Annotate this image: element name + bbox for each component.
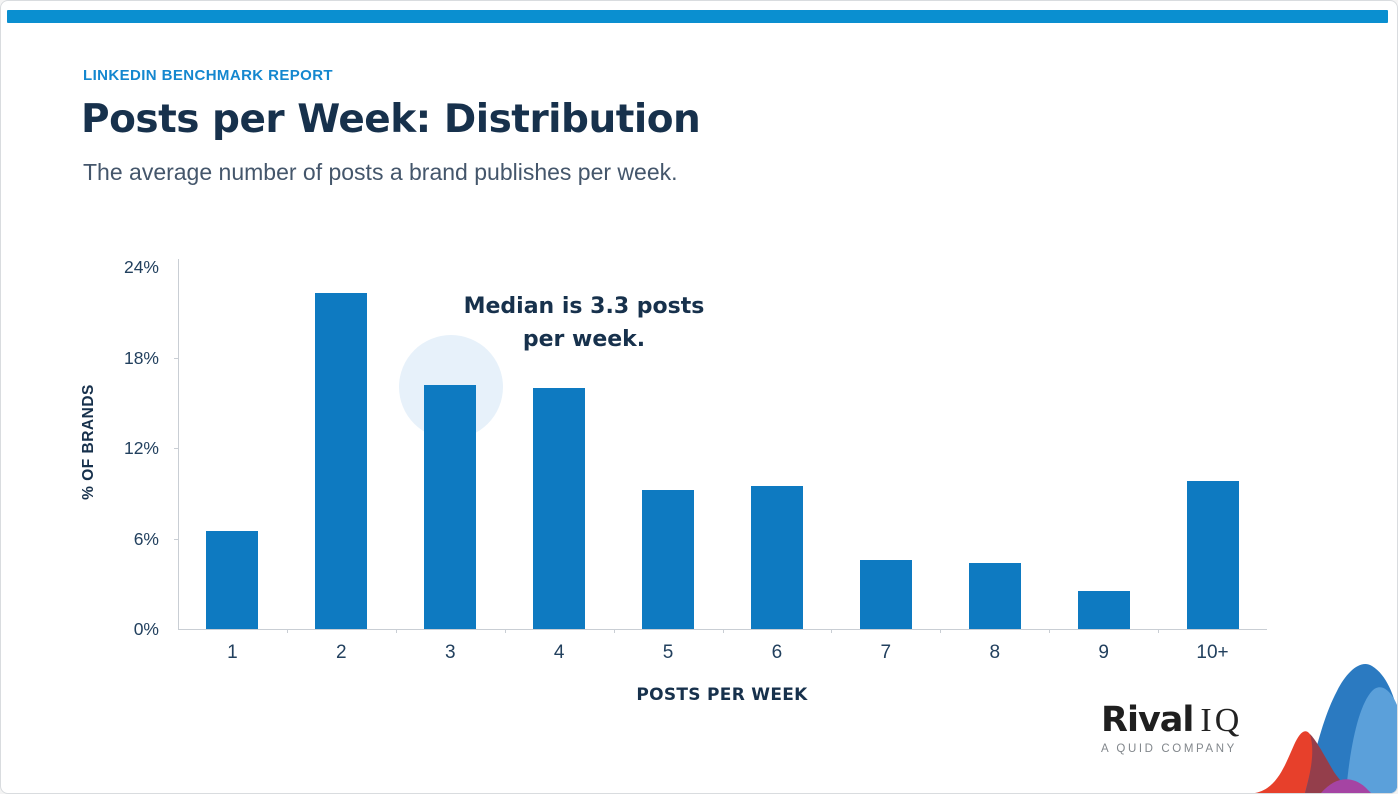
median-annotation-line2: per week. xyxy=(522,327,646,352)
bar xyxy=(968,562,1021,629)
x-axis-tick xyxy=(831,629,833,633)
median-annotation-line1: Median is 3.3 posts xyxy=(463,294,705,319)
page-subtitle: The average number of posts a brand publ… xyxy=(83,159,678,185)
bell-curves-icon xyxy=(1255,663,1397,793)
x-category-label: 4 xyxy=(553,642,565,663)
x-category-label: 1 xyxy=(227,642,238,663)
y-tick-label: 18% xyxy=(123,347,159,368)
distribution-curves-decoration xyxy=(1249,649,1397,793)
x-axis-tick xyxy=(286,629,288,633)
x-axis-tick xyxy=(1158,629,1160,633)
x-axis-tick xyxy=(940,629,942,633)
y-tick-label: 24% xyxy=(123,257,159,277)
x-category-label: 7 xyxy=(880,642,892,663)
bar xyxy=(315,292,368,629)
bar xyxy=(642,490,695,629)
report-eyebrow: LINKEDIN BENCHMARK REPORT xyxy=(83,67,333,84)
x-category-label: 3 xyxy=(444,642,456,663)
x-axis-title: POSTS PER WEEK xyxy=(636,685,808,705)
x-category-label: 5 xyxy=(662,642,674,663)
x-axis-tick xyxy=(1049,629,1051,633)
y-axis-line xyxy=(178,259,179,629)
x-category-label: 8 xyxy=(989,642,1001,663)
rivaliq-logo: Rival IQ A QUID COMPANY xyxy=(1101,700,1242,755)
y-tick-label: 12% xyxy=(123,438,159,458)
logo-brand-light: IQ xyxy=(1200,702,1243,739)
x-axis-tick xyxy=(395,629,397,633)
y-tick-label: 0% xyxy=(133,619,159,639)
y-axis-tick xyxy=(174,538,179,540)
bar xyxy=(1077,591,1130,629)
y-tick-label: 6% xyxy=(133,528,159,549)
logo-tagline: A QUID COMPANY xyxy=(1101,743,1237,755)
bar xyxy=(206,530,259,629)
bar xyxy=(750,485,803,629)
y-axis-tick xyxy=(174,448,179,449)
bar xyxy=(533,387,586,629)
x-axis-tick xyxy=(613,629,615,633)
x-axis-tick xyxy=(722,629,724,633)
median-annotation: Median is 3.3 posts per week. xyxy=(439,290,729,356)
x-category-label: 9 xyxy=(1098,642,1109,663)
bar xyxy=(1186,481,1239,629)
y-axis-tick xyxy=(174,357,179,359)
x-category-label: 6 xyxy=(771,642,783,663)
page-title: Posts per Week: Distribution xyxy=(81,97,701,142)
x-category-label: 2 xyxy=(336,642,347,663)
x-axis-tick xyxy=(504,629,506,633)
bar xyxy=(424,384,477,629)
x-category-label: 10+ xyxy=(1196,642,1229,663)
logo-brand-bold: Rival xyxy=(1101,700,1194,740)
bar xyxy=(859,559,912,629)
top-accent-bar xyxy=(7,10,1388,23)
